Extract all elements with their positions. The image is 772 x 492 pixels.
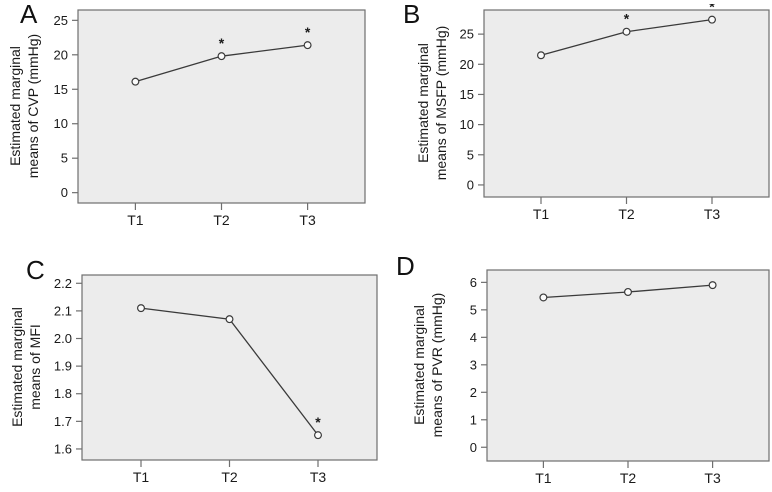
svg-text:*: * (219, 35, 225, 51)
svg-text:T2: T2 (620, 470, 637, 486)
svg-text:5: 5 (467, 147, 474, 162)
y-axis-label-pvr: Estimated marginal means of PVR (mmHg) (410, 265, 446, 465)
svg-text:T1: T1 (533, 206, 550, 222)
svg-text:4: 4 (470, 330, 477, 345)
svg-text:5: 5 (61, 151, 68, 166)
line-chart-pvr: 0 1 2 3 4 5 6 T1 T2 T3 (470, 269, 770, 486)
y-axis-label-line: Estimated marginal (9, 307, 25, 427)
svg-text:20: 20 (54, 47, 68, 62)
panel-c: C Estimated marginal means of MFI 1.6 1.7… (0, 246, 386, 492)
y-axis-label-line: means of PVR (mmHg) (429, 292, 445, 438)
svg-text:2.2: 2.2 (54, 276, 72, 291)
svg-text:T1: T1 (127, 212, 144, 228)
svg-text:*: * (709, 4, 715, 15)
svg-text:0: 0 (467, 177, 474, 192)
y-axis-label-line: means of MFI (27, 324, 43, 410)
svg-text:T3: T3 (704, 206, 721, 222)
y-axis-label-mfi: Estimated marginal means of MFI (8, 267, 44, 467)
svg-text:20: 20 (460, 57, 474, 72)
line-chart-msfp: 0 5 10 15 20 25 T1 T2 T3 * * (460, 4, 770, 222)
y-axis-label-line: Estimated marginal (415, 43, 431, 163)
svg-text:25: 25 (460, 27, 474, 42)
svg-text:T2: T2 (221, 469, 238, 485)
panel-a: A Estimated marginal means of CVP (mmHg)… (0, 0, 386, 246)
svg-text:T3: T3 (704, 470, 721, 486)
svg-text:*: * (315, 414, 321, 430)
svg-text:25: 25 (54, 13, 68, 28)
svg-text:T2: T2 (618, 206, 635, 222)
svg-text:T3: T3 (299, 212, 316, 228)
svg-text:2.1: 2.1 (54, 303, 72, 318)
svg-text:10: 10 (54, 116, 68, 131)
svg-text:T1: T1 (535, 470, 552, 486)
svg-text:T2: T2 (213, 212, 230, 228)
svg-text:1.6: 1.6 (54, 441, 72, 456)
svg-text:0: 0 (61, 185, 68, 200)
svg-text:1: 1 (470, 412, 477, 427)
svg-text:1.8: 1.8 (54, 386, 72, 401)
y-axis-label-line: Estimated marginal (411, 305, 427, 425)
svg-text:5: 5 (470, 302, 477, 317)
svg-text:2.0: 2.0 (54, 331, 72, 346)
svg-text:3: 3 (470, 357, 477, 372)
panel-letter-a: A (20, 0, 38, 29)
svg-text:6: 6 (470, 275, 477, 290)
svg-text:10: 10 (460, 117, 474, 132)
panel-d: D Estimated marginal means of PVR (mmHg)… (386, 246, 772, 492)
svg-text:15: 15 (460, 87, 474, 102)
y-axis-label-line: Estimated marginal (7, 46, 23, 166)
svg-text:T3: T3 (310, 469, 327, 485)
line-chart-mfi: 1.6 1.7 1.8 1.9 2.0 2.1 2.2 T1 T2 T3 * (54, 274, 378, 485)
y-axis-label-cvp: Estimated marginal means of CVP (mmHg) (6, 6, 42, 206)
svg-text:2: 2 (470, 385, 477, 400)
svg-text:*: * (624, 11, 630, 27)
svg-text:T1: T1 (133, 469, 150, 485)
y-axis-label-msfp: Estimated marginal means of MSFP (mmHg) (414, 3, 450, 203)
svg-text:1.7: 1.7 (54, 414, 72, 429)
panel-letter-b: B (403, 0, 421, 29)
line-chart-cvp: 0 5 10 15 20 25 T1 T2 T3 * * (54, 9, 366, 228)
panel-b: B Estimated marginal means of MSFP (mmHg… (386, 0, 772, 246)
svg-text:15: 15 (54, 82, 68, 97)
panel-letter-c: C (26, 255, 45, 285)
svg-text:0: 0 (470, 440, 477, 455)
svg-text:*: * (305, 24, 311, 40)
svg-text:1.9: 1.9 (54, 359, 72, 374)
panel-letter-d: D (396, 251, 415, 281)
